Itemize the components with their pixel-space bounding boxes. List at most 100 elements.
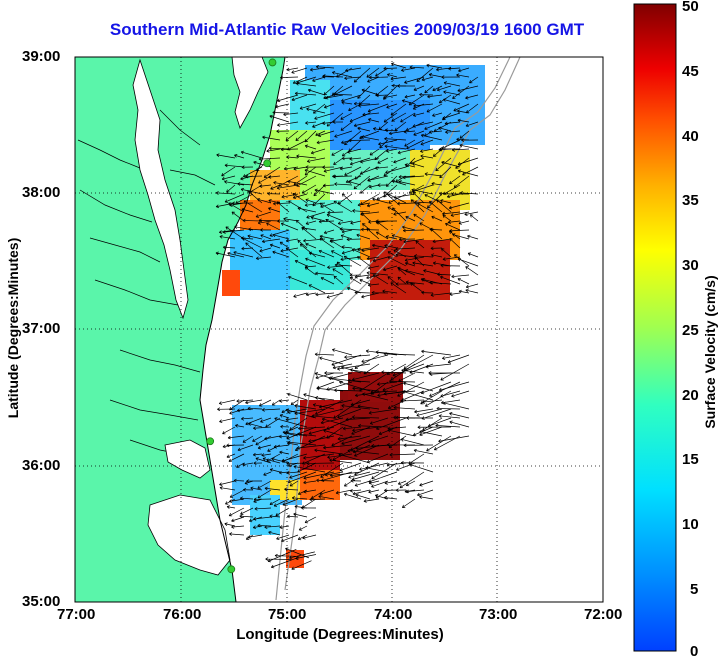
- velocity-arrow: [228, 202, 245, 213]
- velocity-arrow: [346, 237, 362, 242]
- velocity-arrow: [236, 399, 254, 403]
- velocity-arrow: [277, 121, 299, 127]
- velocity-arrow: [384, 144, 407, 150]
- velocity-arrow: [279, 414, 290, 419]
- velocity-arrow: [299, 103, 317, 110]
- velocity-arrow: [400, 112, 416, 123]
- velocity-arrow: [279, 525, 290, 529]
- velocity-arrow: [276, 184, 299, 190]
- velocity-arrow: [287, 392, 308, 401]
- velocity-arrow: [287, 179, 308, 186]
- velocity-arrow: [413, 103, 434, 108]
- velocity-arrow: [332, 268, 344, 276]
- velocity-arrow: [328, 376, 362, 383]
- velocity-arrow: [333, 200, 353, 213]
- velocity-arrow: [226, 505, 236, 509]
- colorbar-tick-label: 40: [682, 128, 699, 145]
- velocity-arrow: [368, 184, 380, 189]
- velocity-arrow: [264, 486, 281, 491]
- velocity-arrow: [344, 130, 362, 146]
- velocity-arrow: [270, 556, 299, 569]
- velocity-arrow: [458, 289, 470, 294]
- velocity-arrow: [272, 250, 290, 258]
- velocity-arrow: [419, 430, 443, 437]
- velocity-arrow: [226, 184, 236, 193]
- velocity-arrow: [367, 283, 380, 287]
- velocity-arrow: [331, 148, 344, 156]
- velocity-arrow: [301, 227, 317, 240]
- velocity-arrow: [254, 506, 272, 511]
- velocity-arrow: [403, 238, 425, 244]
- velocity-arrow: [272, 233, 290, 240]
- colorbar-tick-label: 35: [682, 192, 699, 209]
- station-marker: [206, 437, 215, 446]
- velocity-arrow: [338, 453, 371, 464]
- velocity-arrow: [397, 84, 416, 88]
- velocity-arrow: [428, 371, 461, 375]
- velocity-arrow: [227, 251, 245, 258]
- velocity-arrow: [383, 352, 416, 356]
- velocity-arrow: [285, 417, 299, 422]
- velocity-arrow: [334, 263, 353, 267]
- colorbar: [633, 3, 677, 652]
- velocity-arrow: [253, 426, 272, 431]
- velocity-arrow: [310, 148, 326, 155]
- velocity-arrow: [285, 130, 299, 141]
- velocity-arrow: [436, 406, 461, 411]
- velocity-arrow: [289, 480, 299, 487]
- velocity-arrow: [403, 381, 434, 392]
- velocity-arrow: [262, 135, 281, 141]
- velocity-arrow: [257, 480, 272, 489]
- velocity-arrow: [319, 489, 335, 496]
- velocity-arrow: [465, 283, 479, 289]
- bathymetry-contour-inner: [275, 57, 511, 601]
- velocity-arrow: [297, 432, 317, 437]
- colorbar-tick-label: 20: [682, 387, 699, 404]
- velocity-arrow: [360, 212, 371, 222]
- velocity-arrow: [457, 85, 479, 93]
- velocity-arrow: [219, 486, 236, 491]
- velocity-arrow: [374, 148, 389, 161]
- velocity-arrow: [349, 277, 362, 285]
- velocity-arrow: [440, 199, 452, 204]
- velocity-arrow: [347, 286, 362, 294]
- velocity-arrow: [322, 74, 344, 78]
- velocity-arrow: [323, 429, 344, 437]
- velocity-arrow: [273, 444, 290, 449]
- velocity-arrow: [319, 234, 335, 240]
- velocity-arrow: [341, 247, 362, 255]
- velocity-arrow: [447, 220, 461, 224]
- velocity-arrow: [387, 276, 398, 285]
- velocity-arrow: [374, 166, 389, 170]
- velocity-arrow: [431, 181, 443, 186]
- velocity-arrow: [382, 381, 407, 392]
- velocity-arrow: [339, 227, 362, 231]
- velocity-arrow: [356, 233, 371, 240]
- velocity-arrow: [444, 121, 461, 126]
- velocity-arrow: [387, 399, 407, 410]
- velocity-arrow: [350, 220, 362, 225]
- velocity-arrow: [387, 251, 398, 258]
- velocity-arrow: [375, 231, 389, 240]
- velocity-arrow: [285, 408, 317, 419]
- velocity-arrow: [336, 261, 353, 276]
- velocity-arrow: [428, 130, 443, 134]
- velocity-arrow: [371, 462, 398, 480]
- velocity-arrow: [322, 121, 335, 126]
- velocity-arrow: [331, 71, 353, 78]
- velocity-arrow: [404, 76, 425, 84]
- velocity-arrow: [362, 112, 380, 117]
- velocity-arrow: [312, 76, 326, 82]
- velocity-arrow: [229, 532, 245, 536]
- velocity-arrow: [351, 415, 380, 419]
- velocity-arrow: [315, 396, 335, 401]
- colorbar-tick-label: 25: [682, 322, 699, 339]
- velocity-arrow: [305, 292, 317, 297]
- velocity-arrow: [349, 273, 362, 278]
- velocity-arrow: [435, 423, 461, 428]
- velocity-arrow: [255, 256, 272, 261]
- velocity-arrow: [312, 403, 335, 410]
- velocity-arrow: [360, 184, 371, 194]
- velocity-arrow: [431, 253, 443, 258]
- velocity-arrow: [354, 290, 371, 295]
